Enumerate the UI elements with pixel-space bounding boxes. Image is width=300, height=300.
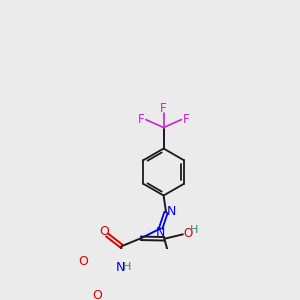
Text: O: O [93, 289, 103, 300]
Text: N: N [116, 261, 125, 274]
Text: O: O [78, 255, 88, 268]
Text: F: F [182, 113, 189, 126]
Text: O: O [99, 225, 109, 238]
Text: N: N [167, 205, 176, 218]
Text: F: F [160, 102, 167, 115]
Text: H: H [190, 225, 198, 235]
Text: H: H [123, 262, 131, 272]
Text: N: N [156, 226, 165, 239]
Text: F: F [138, 113, 145, 126]
Text: O: O [183, 227, 193, 240]
